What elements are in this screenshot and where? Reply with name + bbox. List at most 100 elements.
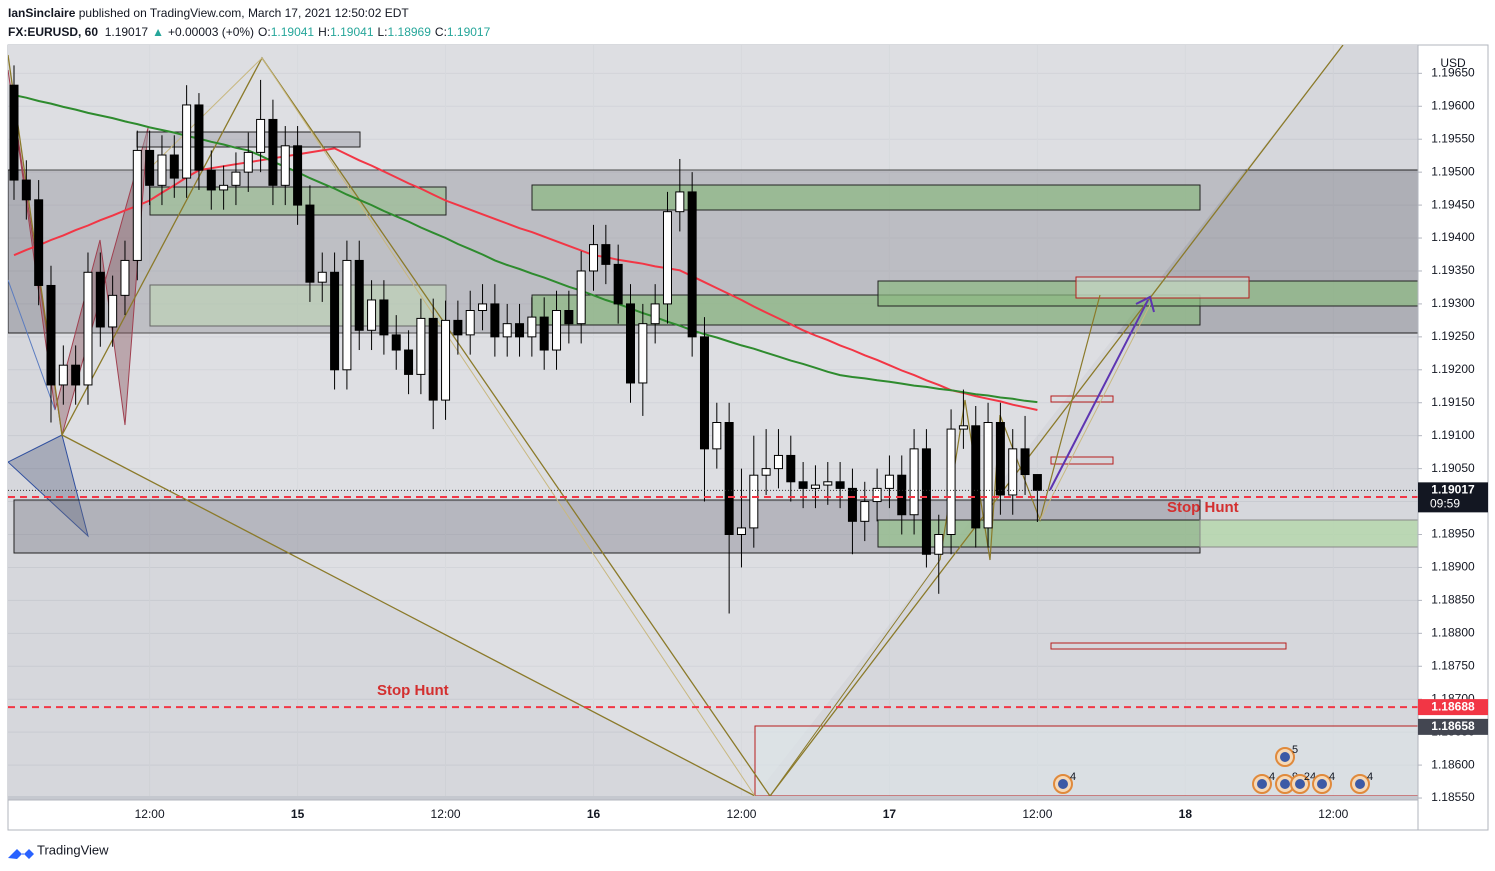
zone: [531, 294, 1201, 326]
candle-body: [736, 527, 746, 535]
brand-logo: [8, 849, 34, 859]
event-flag: [1295, 779, 1305, 789]
pattern-line: [939, 294, 1101, 561]
level-label: 1.18658: [1431, 719, 1475, 733]
candle-body: [342, 259, 352, 371]
arrow-head: [1135, 295, 1155, 313]
zone: [13, 499, 1201, 554]
candle-body: [428, 317, 438, 401]
candle-body: [268, 118, 278, 186]
candle-body: [305, 204, 315, 283]
y-tick-label: 1.19550: [1431, 131, 1475, 145]
event-badge: [1053, 774, 1073, 794]
zone: [136, 131, 361, 148]
candle-body: [835, 481, 845, 489]
zone: [149, 284, 447, 327]
y-tick-label: 1.19400: [1431, 230, 1475, 244]
last-price: 1.19017: [104, 25, 149, 39]
author: IanSinclaire: [8, 6, 76, 20]
candle-body: [502, 323, 512, 338]
candle-body: [391, 334, 401, 351]
y-tick-label: 1.18700: [1431, 691, 1475, 705]
target-zone: [754, 725, 1418, 797]
candle-body: [564, 310, 574, 325]
symbol-line: FX:EURUSD, 60 1.19017 ▲ +0.00003 (+0%) O:1.…: [8, 25, 494, 39]
candle-body: [317, 271, 327, 283]
candle-body: [231, 171, 241, 186]
pattern-line: [147, 57, 263, 171]
candle-body: [441, 319, 451, 401]
candle-body: [330, 271, 340, 371]
zone: [877, 280, 1418, 307]
zone: [877, 519, 1201, 548]
candle-body: [662, 211, 672, 305]
candle-body: [256, 118, 266, 153]
candle-body: [379, 299, 389, 336]
pattern-line: [769, 559, 941, 797]
candle-body: [749, 474, 759, 529]
candle-body: [773, 454, 783, 470]
y-tick-label: 1.19600: [1431, 98, 1475, 112]
candle-body: [1008, 448, 1018, 496]
candle-body: [169, 154, 179, 179]
candle-body: [108, 294, 118, 328]
event-count: 4: [1367, 771, 1373, 783]
candle-body: [145, 149, 155, 186]
y-tick-label: 1.19100: [1431, 428, 1475, 442]
candle-body: [650, 303, 660, 325]
candle-body: [601, 244, 611, 265]
event-badge: [1290, 774, 1310, 794]
candle-body: [626, 303, 635, 384]
level-label: 1.19007: [1431, 489, 1475, 503]
pattern-line: [61, 434, 756, 797]
candle-body: [921, 448, 931, 555]
chart-frame: [7, 44, 1489, 831]
candle-body: [860, 501, 870, 522]
candle-body: [354, 259, 364, 331]
ma-line: [13, 94, 1038, 404]
level-label-bg: [1418, 718, 1488, 735]
candle-body: [699, 336, 709, 450]
y-tick-label: 1.19150: [1431, 395, 1475, 409]
level-label-bg: [1418, 699, 1488, 716]
target-box: [1075, 276, 1250, 299]
candle-body: [884, 474, 894, 489]
target-box: [1050, 642, 1287, 650]
candle-body: [589, 244, 599, 272]
x-tick-label: 16: [587, 807, 601, 821]
high-value: 1.19041: [330, 25, 374, 39]
annotation: Stop Hunt: [377, 682, 449, 699]
candle-body: [786, 454, 796, 483]
y-tick-label: 1.19000: [1431, 494, 1475, 508]
candle-body: [995, 422, 1005, 496]
event-badge: [1252, 774, 1272, 794]
x-tick-label: 18: [1179, 807, 1193, 821]
y-tick-label: 1.19300: [1431, 296, 1475, 310]
y-tick-label: 1.19500: [1431, 164, 1475, 178]
event-badge: [1350, 774, 1370, 794]
candle-body: [527, 316, 537, 338]
zone: [8, 169, 1418, 334]
candle-body: [675, 191, 685, 213]
event-count: 24: [1304, 771, 1316, 783]
pattern-line: [8, 279, 56, 411]
candle-body: [132, 149, 142, 261]
candle-body: [712, 422, 722, 450]
candle-body: [243, 151, 253, 173]
pattern-fill: [62, 58, 755, 796]
candle-body: [897, 474, 907, 516]
y-tick-label: 1.19200: [1431, 362, 1475, 376]
annotation: Stop Hunt: [1167, 499, 1239, 516]
candle-body: [872, 487, 882, 503]
candle-body: [1032, 474, 1042, 491]
candle-body: [21, 179, 31, 201]
y-tick-label: 1.18850: [1431, 593, 1475, 607]
candle-body: [687, 191, 697, 338]
x-tick-label: 15: [291, 807, 305, 821]
event-badge: [1275, 774, 1295, 794]
brand: TradingView: [37, 842, 109, 857]
event-count: 4: [1269, 771, 1275, 783]
candle-body: [453, 319, 463, 336]
candle-body: [71, 364, 81, 386]
